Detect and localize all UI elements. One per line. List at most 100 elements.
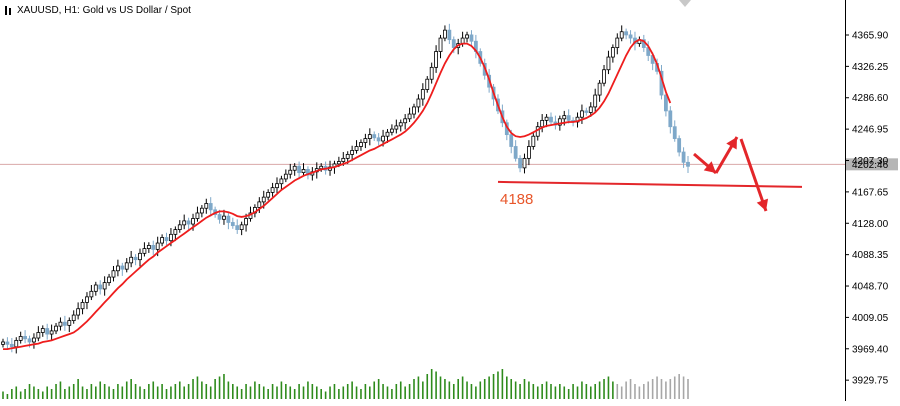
support-layer: 4188 <box>497 180 803 208</box>
candle-body <box>354 146 359 151</box>
candle-body <box>32 337 36 343</box>
candle-body <box>438 37 443 52</box>
candle-body <box>593 94 598 108</box>
candle-body <box>628 34 633 39</box>
candle-body <box>217 214 222 220</box>
candle-body <box>71 314 76 322</box>
candle-body <box>336 161 341 165</box>
candle-body <box>49 330 54 335</box>
candle-body <box>116 265 120 272</box>
candle-body <box>527 146 531 159</box>
price-axis: 4365.90 4326.25 4286.60 4246.95 4207.30 4167.… <box>845 30 889 387</box>
candle-body <box>319 165 324 170</box>
candle-body <box>615 37 620 48</box>
candle-body <box>686 161 690 167</box>
candle-body <box>62 321 67 326</box>
candle-body <box>146 245 151 249</box>
moving-average-line <box>3 38 672 350</box>
candle-body <box>509 134 514 147</box>
candle-body <box>208 203 213 211</box>
candle-body <box>89 290 94 298</box>
candle-body <box>36 332 41 339</box>
candle-body <box>98 284 103 290</box>
candle-body <box>610 47 615 58</box>
candle-body <box>14 339 19 348</box>
chart-type-icon <box>4 6 13 15</box>
candle-body <box>54 325 58 332</box>
candle-body <box>372 134 377 139</box>
support-line <box>497 180 803 188</box>
candle-body <box>531 135 536 147</box>
arrow-rebound-up-head <box>726 137 737 150</box>
candle-body <box>177 224 182 230</box>
candle-body <box>182 220 187 226</box>
candle-body <box>5 341 10 345</box>
candle-body <box>102 282 107 290</box>
volume-layer <box>2 369 689 399</box>
candle-body <box>513 146 518 159</box>
candle-body <box>155 242 160 250</box>
arrow-breakdown-head <box>756 198 769 211</box>
candle-body <box>469 34 474 42</box>
current-price-label: 4202.46 <box>852 160 889 171</box>
candle-body <box>668 110 673 128</box>
moving-average-layer <box>3 38 672 350</box>
candle-layer <box>1 23 690 354</box>
candle-body <box>199 207 204 214</box>
candle-body <box>164 237 169 242</box>
arrow-breakdown <box>739 138 768 212</box>
candle-body <box>195 212 200 219</box>
candle-body <box>222 215 226 220</box>
candle-body <box>385 131 390 137</box>
candle-body <box>292 165 297 171</box>
candle-body <box>588 106 593 113</box>
candle-body <box>403 118 408 124</box>
candle-body <box>279 178 284 185</box>
candle-body <box>124 262 129 270</box>
candle-body <box>451 39 456 48</box>
candle-body <box>1 341 5 345</box>
candle-body <box>672 126 677 139</box>
y-tick-label: 4048.70 <box>852 282 889 293</box>
y-tick-label: 4009.05 <box>852 313 889 324</box>
candle-body <box>93 284 98 292</box>
candle-body <box>45 328 50 335</box>
candle-body <box>619 31 624 39</box>
candle-body <box>381 135 385 142</box>
chart-title: XAUUSD, H1: Gold vs US Dollar / Spot <box>17 5 191 16</box>
candle-body <box>606 56 611 71</box>
candle-body <box>350 150 355 155</box>
candle-body <box>297 165 301 174</box>
candle-body <box>133 256 138 261</box>
candle-body <box>363 138 368 143</box>
candle-body <box>107 276 111 284</box>
chart-shift-marker-icon[interactable] <box>679 0 691 7</box>
candle-body <box>341 157 346 162</box>
candle-body <box>301 169 306 174</box>
candle-body <box>390 128 394 133</box>
candle-body <box>443 29 447 39</box>
projection-arrows-layer <box>693 136 769 212</box>
candle-body <box>275 183 279 189</box>
candle-body <box>270 187 275 193</box>
candle-body <box>67 320 72 326</box>
candle-body <box>624 31 629 36</box>
candle-body <box>367 134 372 139</box>
candle-body <box>257 201 262 208</box>
candle-body <box>597 82 602 96</box>
candle-body <box>522 157 527 169</box>
candle-body <box>160 237 164 244</box>
candle-body <box>566 115 571 121</box>
candle-body <box>23 336 27 340</box>
candle-body <box>76 308 81 316</box>
candle-body <box>447 29 452 41</box>
candle-body <box>602 69 606 84</box>
candle-body <box>429 66 434 80</box>
y-tick-label: 4246.95 <box>852 125 889 136</box>
candle-body <box>398 122 403 127</box>
candle-body <box>244 218 248 226</box>
candle-body <box>261 196 266 203</box>
y-tick-label: 4167.65 <box>852 187 889 198</box>
candle-body <box>416 98 421 108</box>
